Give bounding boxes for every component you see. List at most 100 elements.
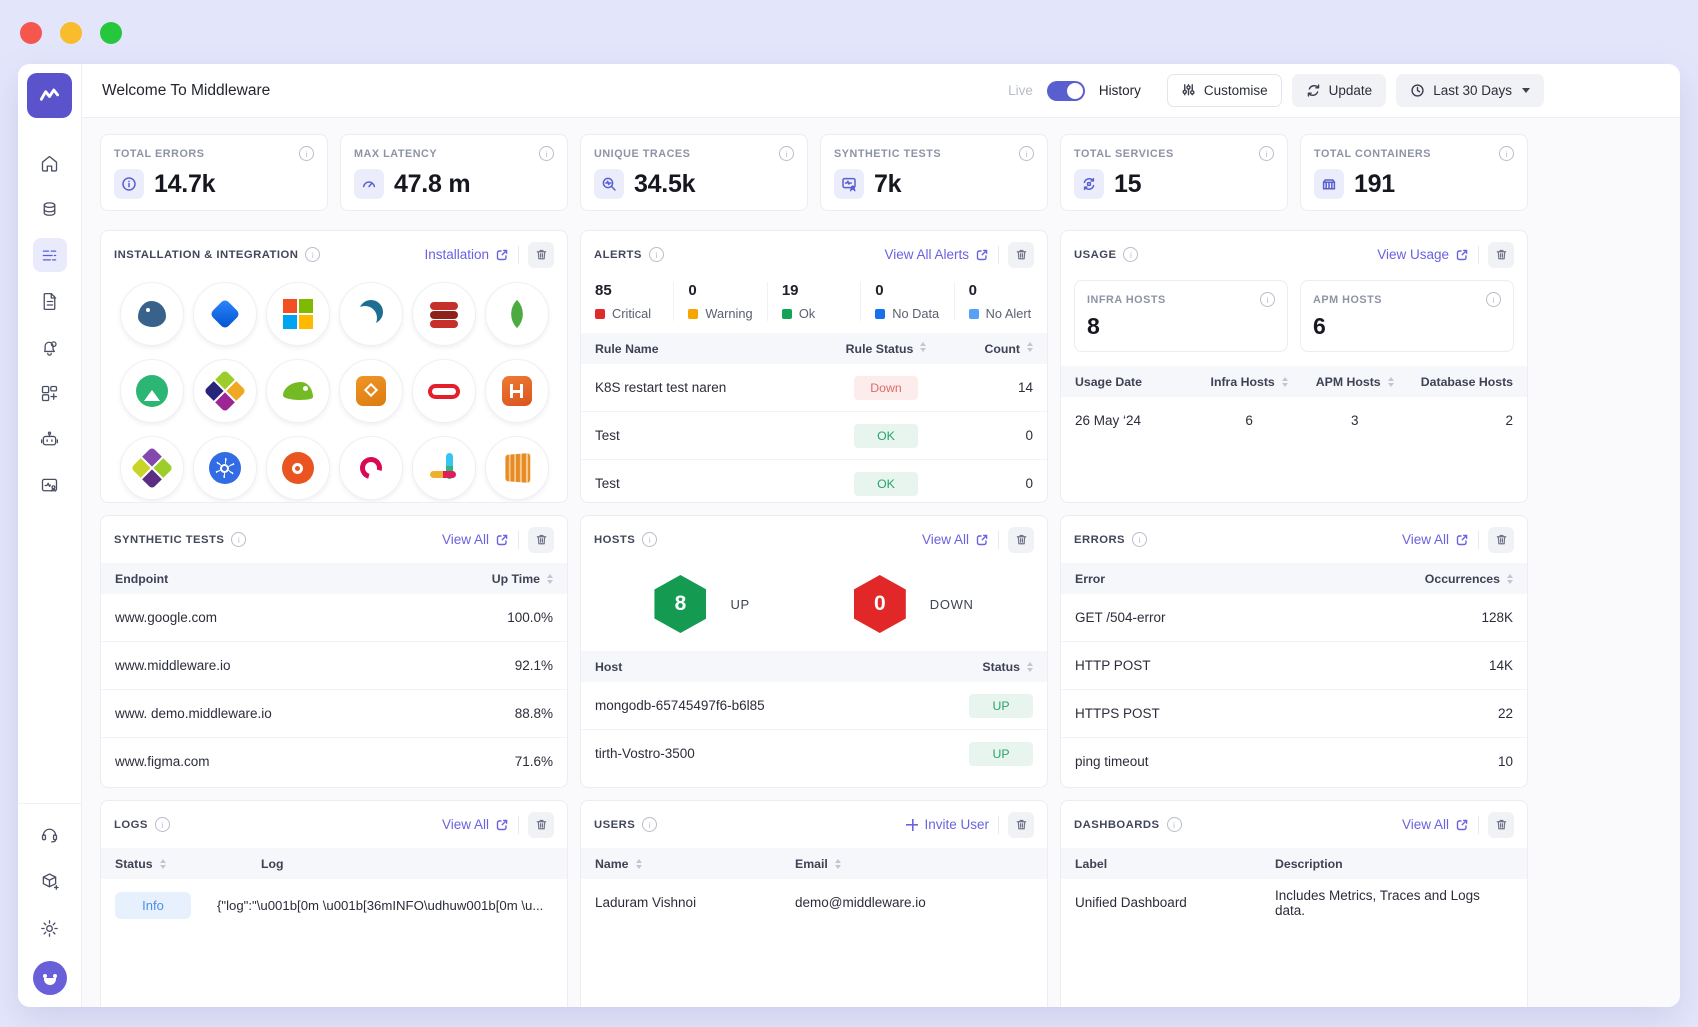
delete-widget-button[interactable] <box>1488 241 1514 268</box>
integration-icon-rancher[interactable] <box>119 359 184 423</box>
integration-icon-redis[interactable] <box>411 282 476 346</box>
view-all-link[interactable]: View All <box>1402 532 1469 547</box>
view-usage-link[interactable]: View Usage <box>1377 247 1469 262</box>
live-history-toggle[interactable] <box>1046 80 1085 101</box>
sidebar-item-bot[interactable] <box>33 422 67 456</box>
table-row[interactable]: HTTP POST 14K <box>1061 641 1527 689</box>
table-row[interactable]: www. demo.middleware.io 88.8% <box>101 689 567 737</box>
middleware-logo[interactable] <box>27 73 72 118</box>
table-row[interactable]: HTTPS POST 22 <box>1061 689 1527 737</box>
view-all-link[interactable]: View All <box>442 817 509 832</box>
integration-icon-ubuntu[interactable] <box>265 436 330 500</box>
installation-link[interactable]: Installation <box>424 247 509 262</box>
integration-icon-kubernetes[interactable] <box>192 436 257 500</box>
table-row[interactable]: tirth-Vostro-3500 UP <box>581 729 1047 777</box>
time-range-dropdown[interactable]: Last 30 Days <box>1396 74 1544 107</box>
user-avatar[interactable] <box>32 961 67 995</box>
delete-widget-button[interactable] <box>1008 241 1034 268</box>
sidebar-item-reports[interactable] <box>33 284 67 318</box>
info-icon[interactable] <box>642 532 658 547</box>
info-icon[interactable] <box>154 817 170 832</box>
integration-icon-aws-sqs[interactable] <box>338 359 403 423</box>
integration-icon-slack[interactable] <box>411 436 476 500</box>
view-all-link[interactable]: View All <box>442 532 509 547</box>
info-icon[interactable] <box>648 247 664 262</box>
integration-icon-opensuse[interactable] <box>265 359 330 423</box>
integration-icon-openmediavault[interactable] <box>119 436 184 500</box>
info-icon[interactable] <box>539 146 554 161</box>
info-icon[interactable] <box>1123 247 1139 262</box>
view-all-link[interactable]: View All <box>922 532 989 547</box>
sidebar-item-integrations[interactable] <box>33 864 67 898</box>
column-rule-status[interactable]: Rule Status <box>811 342 961 356</box>
sidebar-item-infrastructure[interactable] <box>33 192 67 226</box>
info-icon[interactable] <box>1499 146 1514 161</box>
delete-widget-button[interactable] <box>1008 811 1034 838</box>
column-count[interactable]: Count <box>961 342 1033 356</box>
sidebar-item-synthetic-tests[interactable] <box>33 468 67 502</box>
info-icon[interactable] <box>1019 146 1034 161</box>
delete-widget-button[interactable] <box>1008 526 1034 553</box>
info-icon[interactable] <box>1486 292 1501 307</box>
sidebar-item-alerts[interactable] <box>33 330 67 364</box>
close-window-button[interactable] <box>20 22 42 44</box>
delete-widget-button[interactable] <box>1488 811 1514 838</box>
table-row[interactable]: GET /504-error 128K <box>1061 594 1527 641</box>
column-apm-hosts[interactable]: APM Hosts <box>1302 375 1408 389</box>
info-icon[interactable] <box>1166 817 1182 832</box>
info-icon[interactable] <box>1132 532 1148 547</box>
maximize-window-button[interactable] <box>100 22 122 44</box>
column-status[interactable]: Status <box>982 660 1033 674</box>
integration-icon-mysql[interactable] <box>338 282 403 346</box>
info-icon[interactable] <box>1260 292 1275 307</box>
table-row[interactable]: ping timeout 10 <box>1061 737 1527 785</box>
invite-user-button[interactable]: Invite User <box>906 817 989 832</box>
integration-icon-debian[interactable] <box>338 436 403 500</box>
column-occurrences[interactable]: Occurrences <box>1425 572 1513 586</box>
info-icon[interactable] <box>305 247 321 262</box>
info-icon[interactable] <box>231 532 247 547</box>
integration-icon-microsoft[interactable] <box>265 282 330 346</box>
info-icon[interactable] <box>642 817 658 832</box>
minimize-window-button[interactable] <box>60 22 82 44</box>
table-row[interactable]: 26 May ‘24 6 3 2 <box>1061 397 1527 444</box>
column-infra-hosts[interactable]: Infra Hosts <box>1196 375 1302 389</box>
sidebar-item-logs[interactable] <box>32 238 67 272</box>
customise-button[interactable]: Customise <box>1166 74 1282 107</box>
delete-widget-button[interactable] <box>528 526 554 553</box>
info-icon[interactable] <box>299 146 314 161</box>
table-row[interactable]: Info {"log":"\u001b[0m \u001b[36mINFO\ud… <box>101 879 567 931</box>
sidebar-item-support[interactable] <box>33 817 67 851</box>
integration-icon-centos[interactable] <box>192 359 257 423</box>
integration-icon-mongodb[interactable] <box>484 282 549 346</box>
table-row[interactable]: Test OK 0 <box>581 411 1047 459</box>
integration-icon-oracle[interactable] <box>411 359 476 423</box>
view-all-link[interactable]: View All <box>1402 817 1469 832</box>
integration-icon-aws-ec2[interactable] <box>484 359 549 423</box>
delete-widget-button[interactable] <box>528 241 554 268</box>
table-row[interactable]: Laduram Vishnoi demo@middleware.io <box>581 879 1047 926</box>
update-button[interactable]: Update <box>1291 74 1387 107</box>
table-row[interactable]: Unified Dashboard Includes Metrics, Trac… <box>1061 879 1527 926</box>
integration-icon-aws-cloudwatch[interactable] <box>484 436 549 500</box>
view-all-alerts-link[interactable]: View All Alerts <box>884 247 989 262</box>
integration-icon-postgresql[interactable] <box>119 282 184 346</box>
sidebar-item-settings[interactable] <box>33 911 67 945</box>
table-row[interactable]: www.figma.com 71.6% <box>101 737 567 785</box>
info-icon[interactable] <box>779 146 794 161</box>
delete-widget-button[interactable] <box>1488 526 1514 553</box>
column-uptime[interactable]: Up Time <box>492 572 553 586</box>
integration-icon-jira[interactable] <box>192 282 257 346</box>
table-row[interactable]: Test OK 0 <box>581 459 1047 502</box>
column-name[interactable]: Name <box>595 857 795 871</box>
sidebar-item-home[interactable] <box>33 146 67 180</box>
table-row[interactable]: www.google.com 100.0% <box>101 594 567 641</box>
column-status[interactable]: Status <box>115 857 235 871</box>
table-row[interactable]: mongodb-65745497f6-b6l85 UP <box>581 682 1047 729</box>
delete-widget-button[interactable] <box>528 811 554 838</box>
sidebar-item-dashboard-builder[interactable] <box>33 376 67 410</box>
table-row[interactable]: www.middleware.io 92.1% <box>101 641 567 689</box>
column-email[interactable]: Email <box>795 857 1033 871</box>
table-row[interactable]: K8S restart test naren Down 14 <box>581 364 1047 411</box>
info-icon[interactable] <box>1259 146 1274 161</box>
